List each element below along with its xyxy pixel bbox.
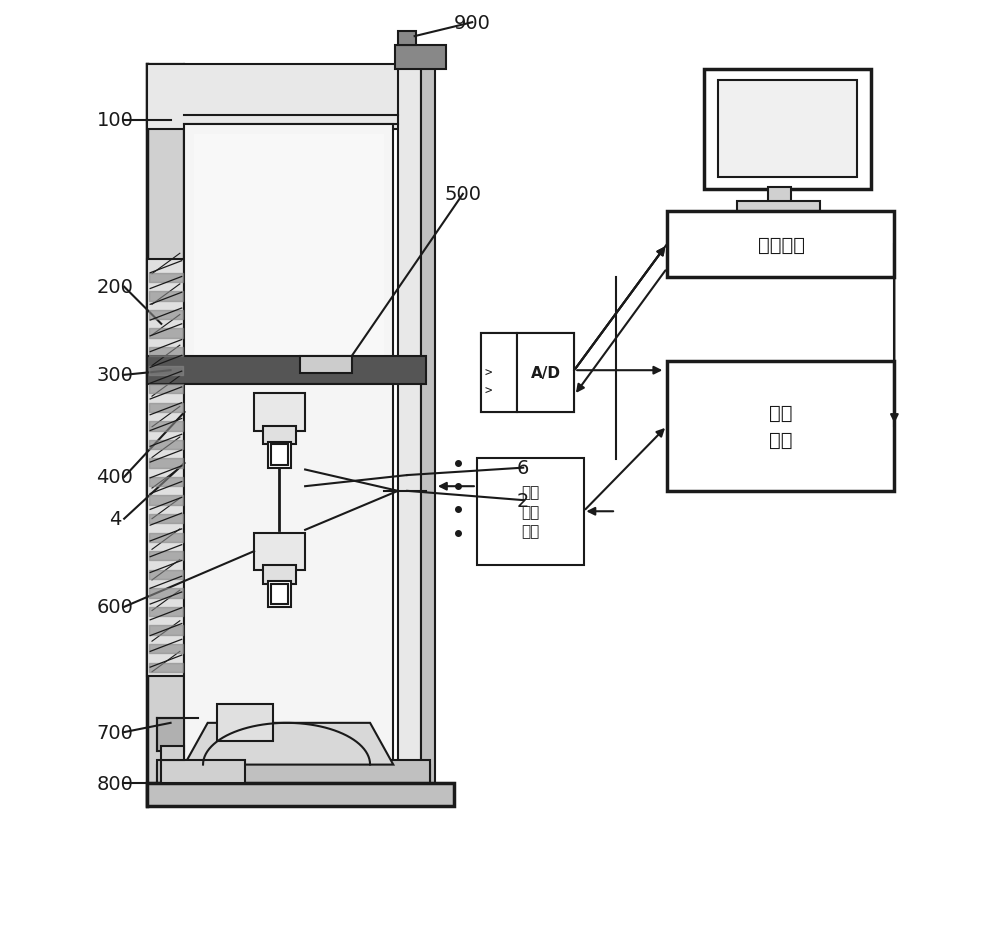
Bar <box>481 334 574 413</box>
Bar <box>300 357 352 374</box>
Bar <box>157 765 430 783</box>
Bar <box>254 394 305 431</box>
Bar <box>268 442 291 468</box>
Bar <box>147 783 454 806</box>
Text: 控制装置: 控制装置 <box>758 235 805 254</box>
Bar <box>477 459 584 565</box>
Text: 300: 300 <box>96 366 133 385</box>
Bar <box>147 65 426 130</box>
Text: 2: 2 <box>517 491 529 510</box>
Text: 伺服
控制
系统: 伺服 控制 系统 <box>521 485 540 539</box>
Text: 输出
装置: 输出 装置 <box>769 403 793 450</box>
Bar <box>147 783 454 806</box>
Text: 400: 400 <box>96 468 133 487</box>
Bar <box>161 760 245 783</box>
Text: 4: 4 <box>109 510 121 528</box>
Bar <box>194 134 384 357</box>
Bar <box>263 565 296 584</box>
Polygon shape <box>184 723 393 765</box>
Bar <box>704 70 871 190</box>
Bar <box>161 746 184 760</box>
Bar <box>147 357 426 385</box>
Bar <box>147 65 184 806</box>
Text: 100: 100 <box>96 111 133 130</box>
Text: 900: 900 <box>454 14 491 32</box>
Bar <box>254 533 305 570</box>
Bar <box>768 188 791 204</box>
Text: A/D: A/D <box>530 365 560 380</box>
Bar <box>481 334 517 413</box>
Bar <box>395 46 446 70</box>
Bar <box>517 334 574 413</box>
Bar <box>217 705 273 742</box>
Text: 500: 500 <box>444 185 481 204</box>
Text: >: > <box>484 385 492 398</box>
Bar <box>147 260 184 677</box>
Bar <box>737 202 820 213</box>
Bar <box>157 718 184 751</box>
Text: 700: 700 <box>96 723 133 742</box>
Bar <box>157 760 430 783</box>
Bar <box>718 81 857 178</box>
Text: 200: 200 <box>96 278 133 297</box>
Bar <box>398 32 416 46</box>
Bar <box>271 445 288 465</box>
Bar <box>268 581 291 607</box>
Bar <box>184 385 393 765</box>
Bar <box>263 426 296 445</box>
Text: 800: 800 <box>96 774 133 793</box>
Bar <box>667 362 894 491</box>
Bar <box>398 65 421 806</box>
Bar <box>184 125 393 371</box>
Text: 600: 600 <box>96 598 133 616</box>
Text: >: > <box>484 366 492 379</box>
Bar <box>421 65 435 806</box>
Text: 6: 6 <box>517 459 529 477</box>
Bar <box>667 211 894 278</box>
Bar <box>271 584 288 604</box>
